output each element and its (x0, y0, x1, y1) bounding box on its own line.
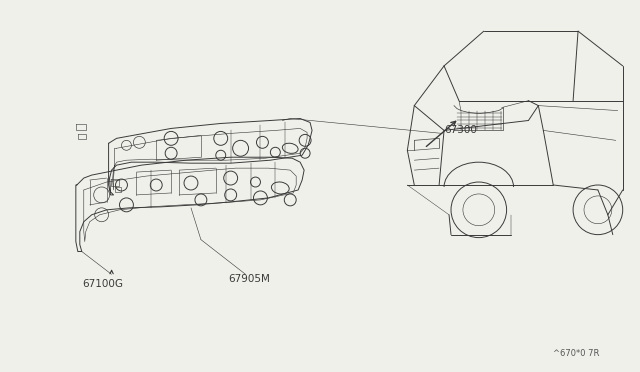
Text: 67300: 67300 (444, 125, 477, 135)
Text: 67100G: 67100G (82, 279, 123, 289)
Text: ^670*0 7R: ^670*0 7R (553, 349, 600, 358)
Text: 67905M: 67905M (228, 274, 271, 284)
